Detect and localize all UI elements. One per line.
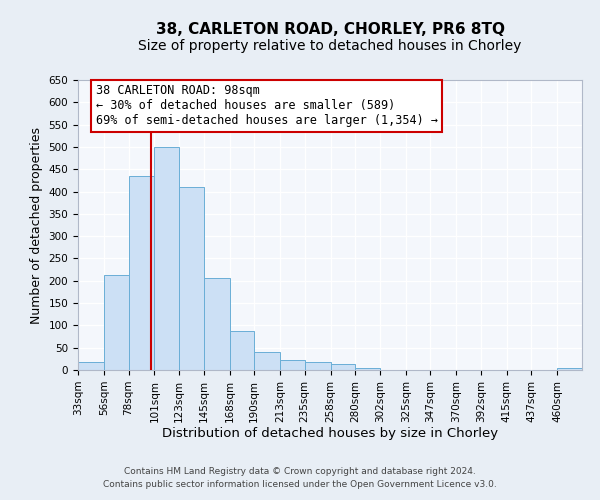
Text: 38, CARLETON ROAD, CHORLEY, PR6 8TQ: 38, CARLETON ROAD, CHORLEY, PR6 8TQ — [155, 22, 505, 38]
Bar — [280, 360, 305, 370]
Bar — [154, 147, 179, 370]
Bar — [204, 278, 230, 370]
X-axis label: Distribution of detached houses by size in Chorley: Distribution of detached houses by size … — [162, 428, 498, 440]
Text: Contains public sector information licensed under the Open Government Licence v3: Contains public sector information licen… — [103, 480, 497, 489]
Bar — [78, 362, 104, 370]
Bar — [179, 187, 204, 370]
Bar — [230, 331, 254, 370]
Bar — [331, 364, 355, 370]
Text: 38 CARLETON ROAD: 98sqm
← 30% of detached houses are smaller (589)
69% of semi-d: 38 CARLETON ROAD: 98sqm ← 30% of detache… — [95, 84, 437, 128]
Bar — [355, 368, 380, 370]
Bar — [305, 362, 331, 370]
Text: Size of property relative to detached houses in Chorley: Size of property relative to detached ho… — [139, 39, 521, 53]
Bar — [254, 352, 280, 370]
Y-axis label: Number of detached properties: Number of detached properties — [30, 126, 43, 324]
Text: Contains HM Land Registry data © Crown copyright and database right 2024.: Contains HM Land Registry data © Crown c… — [124, 467, 476, 476]
Bar — [557, 368, 582, 370]
Bar — [104, 275, 128, 370]
Bar — [128, 176, 154, 370]
